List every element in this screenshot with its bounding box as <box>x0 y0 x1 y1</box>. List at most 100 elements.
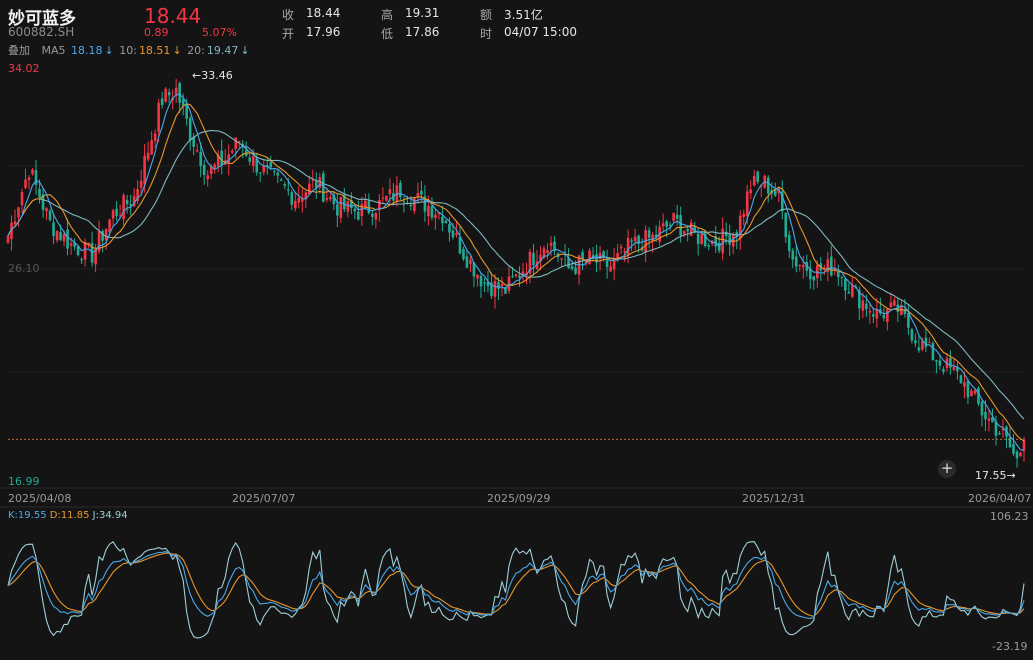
quote-value-amount: 3.51亿 <box>504 8 543 22</box>
quote-value-close: 18.44 <box>306 6 341 20</box>
candle-body <box>350 200 353 209</box>
candle-body <box>31 169 34 175</box>
quote-label-high: 高 <box>381 8 394 22</box>
candle-body <box>73 242 76 247</box>
candle-body <box>728 234 732 245</box>
y-max-label: 34.02 <box>8 62 40 75</box>
high-marker-label: ←33.46 <box>192 69 233 82</box>
candle-body <box>949 357 952 368</box>
ma10-arrow-icon: ↓ <box>172 44 182 57</box>
candle-body <box>966 380 970 398</box>
candle-body <box>402 201 406 203</box>
candle-body <box>451 230 455 238</box>
candle-body <box>658 226 661 242</box>
candle-body <box>518 275 521 278</box>
candle-body <box>6 235 10 243</box>
candle-body <box>153 133 157 141</box>
candle-body <box>724 231 728 237</box>
overlay-button[interactable]: 叠加 <box>8 44 30 57</box>
candle-body <box>83 241 87 260</box>
candle-body <box>276 172 280 176</box>
candle-body <box>188 118 192 141</box>
candle-body <box>749 189 753 194</box>
candle-body <box>928 342 931 344</box>
candle-body <box>13 221 17 225</box>
candle-body <box>875 309 879 319</box>
candle-body <box>465 256 469 268</box>
candle-body <box>48 210 52 221</box>
kdj-max-label: 106.23 <box>990 510 1029 523</box>
candle-body <box>297 197 301 203</box>
candle-body <box>497 282 500 289</box>
candle-body <box>777 188 781 193</box>
candle-body <box>742 213 746 217</box>
ma5-value: 18.18 <box>71 44 103 57</box>
candle-body <box>675 214 679 219</box>
candle-body <box>209 166 213 175</box>
candle-body <box>174 87 178 95</box>
candle-body <box>679 215 682 236</box>
candle-body <box>479 275 483 287</box>
candle-body <box>283 184 287 186</box>
candle-body <box>721 228 725 254</box>
candle-body <box>322 173 325 202</box>
candle-body <box>104 229 108 241</box>
candle-body <box>738 215 742 239</box>
candle-body <box>914 340 917 344</box>
candle-body <box>553 241 556 251</box>
candle-body <box>493 281 497 297</box>
candle-body <box>977 387 980 404</box>
candle-body <box>889 302 893 308</box>
candle-body <box>41 194 45 210</box>
candle-body <box>237 141 241 143</box>
candle-body <box>490 282 493 296</box>
candle-body <box>213 164 217 168</box>
candle-body <box>780 191 784 212</box>
candle-body <box>514 274 518 276</box>
candle-body <box>27 177 31 181</box>
candle-body <box>97 231 101 252</box>
candle-body <box>647 230 651 238</box>
ma20-value: 19.47 <box>206 44 239 57</box>
candle-body <box>80 259 83 261</box>
candle-body <box>62 234 66 242</box>
candle-body <box>886 308 889 323</box>
candle-body <box>626 237 630 256</box>
candle-body <box>339 197 343 218</box>
candle-body <box>220 150 224 166</box>
candle-body <box>633 236 637 242</box>
candle-body <box>146 152 150 160</box>
candle-body <box>248 157 252 162</box>
candle-body <box>672 212 675 221</box>
candle-body <box>132 196 136 207</box>
candle-body <box>784 212 788 238</box>
candle-body <box>745 191 749 217</box>
candle-body <box>395 185 399 202</box>
candle-body <box>602 251 605 256</box>
candle-body <box>55 230 59 241</box>
candle-body <box>542 248 546 258</box>
y-min-label: 16.99 <box>8 475 40 488</box>
candle-body <box>150 140 153 155</box>
candle-body <box>269 162 273 168</box>
candle-body <box>921 341 924 350</box>
last-price: 18.44 <box>144 4 202 28</box>
candle-body <box>476 274 479 279</box>
candle-body <box>290 192 294 205</box>
candle-body <box>143 155 146 185</box>
candle-body <box>111 210 115 219</box>
candle-body <box>511 275 514 277</box>
candle-body <box>935 360 938 362</box>
zoom-plus-button[interactable]: + <box>938 460 956 478</box>
candle-body <box>872 314 875 317</box>
candle-body <box>69 243 73 246</box>
date-label-3: 2025/12/31 <box>742 492 806 505</box>
candle-body <box>388 189 392 194</box>
candle-body <box>486 281 490 287</box>
candle-body <box>703 231 707 247</box>
candle-body <box>332 194 336 205</box>
candle-body <box>546 250 549 254</box>
candle-body <box>756 171 760 182</box>
candle-body <box>605 260 609 267</box>
